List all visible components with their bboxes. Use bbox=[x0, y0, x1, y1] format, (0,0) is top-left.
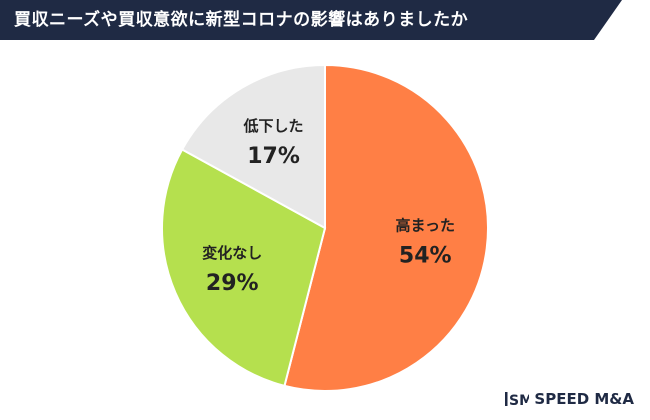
brand-logo: SM SPEED M&A bbox=[505, 388, 634, 410]
slice-value-0: 54% bbox=[399, 244, 452, 269]
pie-chart: 高まった 54% 変化なし 29% 低下した 17% bbox=[161, 63, 489, 392]
brand-mark-text: SM bbox=[509, 393, 529, 408]
slice-label-0: 高まった bbox=[396, 217, 455, 235]
chart-title: 買収ニーズや買収意欲に新型コロナの影響はありましたか bbox=[14, 10, 469, 30]
slice-label-2: 低下した bbox=[243, 117, 304, 135]
pie-slice-0 bbox=[283, 63, 489, 392]
brand-mark-icon: SM bbox=[505, 392, 529, 408]
pie-slice-1 bbox=[161, 148, 327, 388]
pie-slice-2 bbox=[180, 63, 326, 230]
slice-value-1: 29% bbox=[206, 271, 259, 296]
title-banner: 買収ニーズや買収意欲に新型コロナの影響はありましたか bbox=[0, 0, 650, 40]
slice-value-2: 17% bbox=[247, 144, 300, 169]
slice-label-1: 変化なし bbox=[202, 244, 262, 262]
brand-name: SPEED M&A bbox=[534, 390, 634, 408]
title-banner-shape bbox=[0, 0, 622, 40]
